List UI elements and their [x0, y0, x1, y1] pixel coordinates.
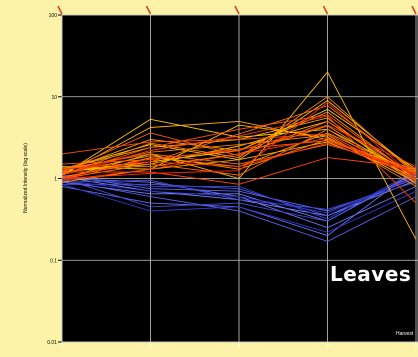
- harvest-marker: [322, 5, 329, 15]
- series-line: [61, 114, 417, 179]
- y-tick-label: 0.01: [47, 340, 57, 346]
- harvest-marker: [411, 5, 417, 15]
- series-line: [61, 179, 417, 210]
- series-line: [61, 170, 417, 220]
- series-line: [61, 124, 417, 179]
- y-tick-label: 0.1: [50, 258, 57, 264]
- series-line: [61, 140, 417, 173]
- series-line: [61, 101, 417, 179]
- x-tick-label: 5: [415, 343, 418, 349]
- series-line: [61, 183, 417, 233]
- axis-ticks: 0.01 0.1 1 10 100 1 2 3 4 5: [47, 13, 418, 349]
- x-axis-label: Harvest: [396, 331, 414, 337]
- series-line: [62, 174, 417, 217]
- x-tick-label: 2: [149, 343, 152, 349]
- y-axis-label: Normalized Intensity (log scale): [23, 143, 29, 213]
- series-lines: [61, 71, 417, 242]
- series-line: [61, 115, 417, 204]
- harvest-marker: [145, 5, 152, 15]
- top-markers: [57, 5, 417, 15]
- y-tick-label: 1: [54, 177, 57, 183]
- series-line: [61, 179, 417, 242]
- series-line: [61, 176, 417, 214]
- panel-label: Leaves: [330, 262, 412, 286]
- series-line: [61, 142, 417, 174]
- series-line: [61, 133, 417, 181]
- plot-frame-border: [61, 14, 418, 343]
- harvest-marker: [234, 5, 240, 15]
- y-tick-label: 100: [49, 13, 58, 19]
- series-line: [61, 96, 417, 176]
- x-tick-label: 4: [326, 343, 329, 349]
- y-tick-label: 10: [51, 95, 57, 101]
- x-tick-label: 1: [61, 343, 64, 349]
- series-line: [61, 128, 417, 183]
- series-line: [61, 137, 417, 181]
- series-line: [61, 173, 417, 222]
- harvest-marker: [57, 5, 63, 15]
- series-line: [62, 157, 417, 185]
- x-tick-label: 3: [238, 343, 241, 349]
